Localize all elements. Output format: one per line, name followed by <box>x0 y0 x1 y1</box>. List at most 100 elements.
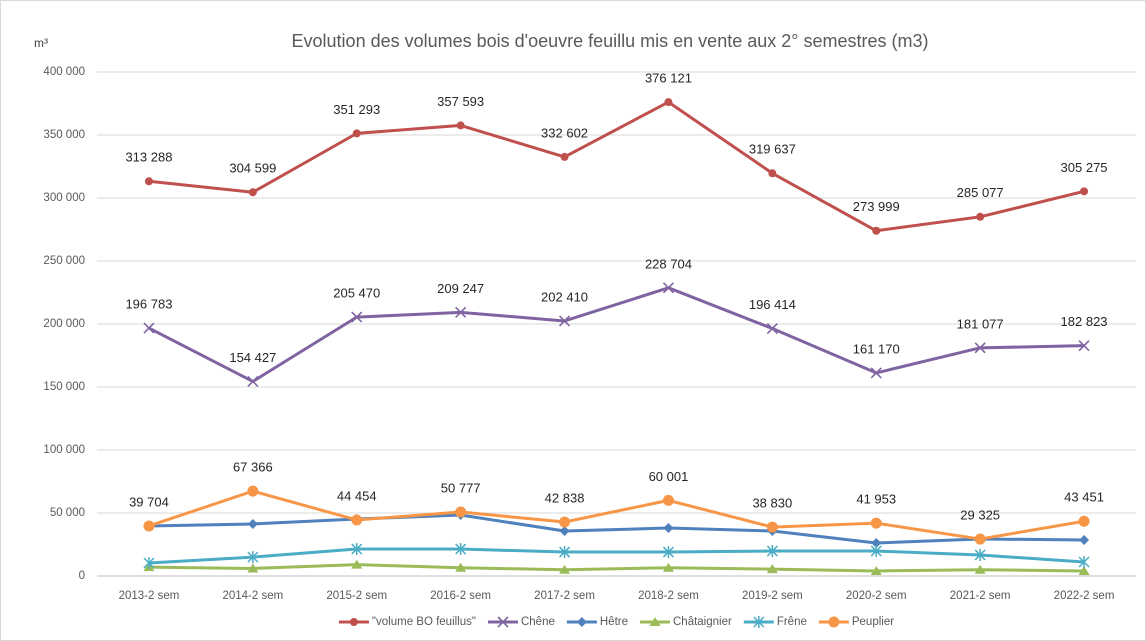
marker <box>1078 556 1090 569</box>
marker <box>143 520 155 532</box>
legend-label: "volume BO feuillus" <box>372 616 476 628</box>
marker <box>766 545 778 558</box>
marker <box>560 152 569 161</box>
marker <box>871 537 882 548</box>
data-label: 196 783 <box>125 296 172 311</box>
x-tick-label: 2019-2 sem <box>742 590 803 602</box>
x-tick-label: 2017-2 sem <box>534 590 595 602</box>
data-label: 67 366 <box>233 460 273 475</box>
data-label: 319 637 <box>749 142 796 157</box>
y-tick-label: 100 000 <box>43 444 85 456</box>
series-line <box>148 100 1085 233</box>
marker <box>247 518 258 529</box>
data-label: 228 704 <box>645 256 692 271</box>
marker <box>976 212 985 221</box>
marker <box>352 129 361 138</box>
marker <box>870 565 882 575</box>
data-label: 196 414 <box>749 297 796 312</box>
data-label: 154 427 <box>229 350 276 365</box>
data-label: 209 247 <box>437 281 484 296</box>
marker <box>1078 340 1090 352</box>
data-label: 182 823 <box>1061 314 1108 329</box>
y-tick-label: 50 000 <box>50 507 85 519</box>
marker <box>559 516 571 528</box>
series-line <box>148 547 1085 565</box>
marker <box>870 367 882 379</box>
marker <box>649 617 661 626</box>
marker <box>662 282 675 294</box>
data-label: 50 777 <box>441 480 481 495</box>
x-tick-label: 2021-2 sem <box>950 590 1011 602</box>
legend-label: Hêtre <box>600 616 628 628</box>
marker <box>576 617 587 627</box>
marker <box>870 545 882 558</box>
legend-label: Frêne <box>777 616 807 628</box>
x-tick-label: 2015-2 sem <box>326 590 387 602</box>
y-tick-label: 0 <box>79 570 85 582</box>
y-tick-label: 150 000 <box>43 381 85 393</box>
marker <box>768 169 777 178</box>
marker <box>558 315 571 327</box>
marker <box>664 98 673 107</box>
data-label: 181 077 <box>957 316 1004 331</box>
data-label: 376 121 <box>645 71 692 86</box>
marker <box>1078 515 1090 527</box>
x-tick-label: 2014-2 sem <box>222 590 283 602</box>
marker <box>974 548 986 561</box>
marker <box>974 533 986 545</box>
marker <box>349 618 358 626</box>
legend-label: Peuplier <box>852 616 894 628</box>
marker <box>1078 565 1090 575</box>
marker <box>870 517 882 529</box>
data-label: 202 410 <box>541 289 588 304</box>
marker <box>247 485 259 497</box>
marker <box>351 543 363 556</box>
data-label: 273 999 <box>853 199 900 214</box>
series-line <box>148 513 1085 545</box>
marker <box>351 311 363 323</box>
data-label: 44 454 <box>337 488 377 503</box>
marker <box>455 543 467 556</box>
x-tick-label: 2018-2 sem <box>638 590 699 602</box>
marker <box>828 616 840 628</box>
data-label: 60 001 <box>649 469 689 484</box>
marker <box>559 564 571 574</box>
marker <box>144 177 153 186</box>
marker <box>662 546 674 559</box>
data-label: 42 838 <box>545 490 585 505</box>
x-tick-label: 2022-2 sem <box>1054 590 1115 602</box>
y-tick-label: 300 000 <box>43 192 85 204</box>
chart-title: Evolution des volumes bois d'oeuvre feui… <box>292 31 929 51</box>
y-tick-label: 250 000 <box>43 255 85 267</box>
data-label: 161 170 <box>853 341 900 356</box>
data-label: 285 077 <box>957 185 1004 200</box>
marker <box>248 188 257 197</box>
data-label: 351 293 <box>333 102 380 117</box>
data-label: 38 830 <box>752 496 792 511</box>
x-tick-label: 2013-2 sem <box>119 590 180 602</box>
data-label: 304 599 <box>229 161 276 176</box>
marker <box>766 564 778 574</box>
marker <box>351 514 363 526</box>
marker <box>974 564 986 574</box>
x-tick-label: 2016-2 sem <box>430 590 491 602</box>
marker <box>1080 187 1089 196</box>
x-tick-label: 2020-2 sem <box>846 590 907 602</box>
marker <box>351 559 363 569</box>
marker <box>143 557 155 570</box>
marker <box>662 494 674 506</box>
marker <box>559 526 570 537</box>
data-label: 39 704 <box>129 494 169 509</box>
data-label: 205 470 <box>333 286 380 301</box>
marker <box>247 375 259 387</box>
marker <box>872 226 881 235</box>
marker <box>455 506 467 518</box>
marker <box>1079 534 1090 545</box>
marker <box>559 546 571 559</box>
marker <box>455 306 467 318</box>
data-label: 332 602 <box>541 125 588 140</box>
series-line <box>148 489 1085 541</box>
data-label: 313 288 <box>125 150 172 165</box>
marker <box>247 563 259 573</box>
